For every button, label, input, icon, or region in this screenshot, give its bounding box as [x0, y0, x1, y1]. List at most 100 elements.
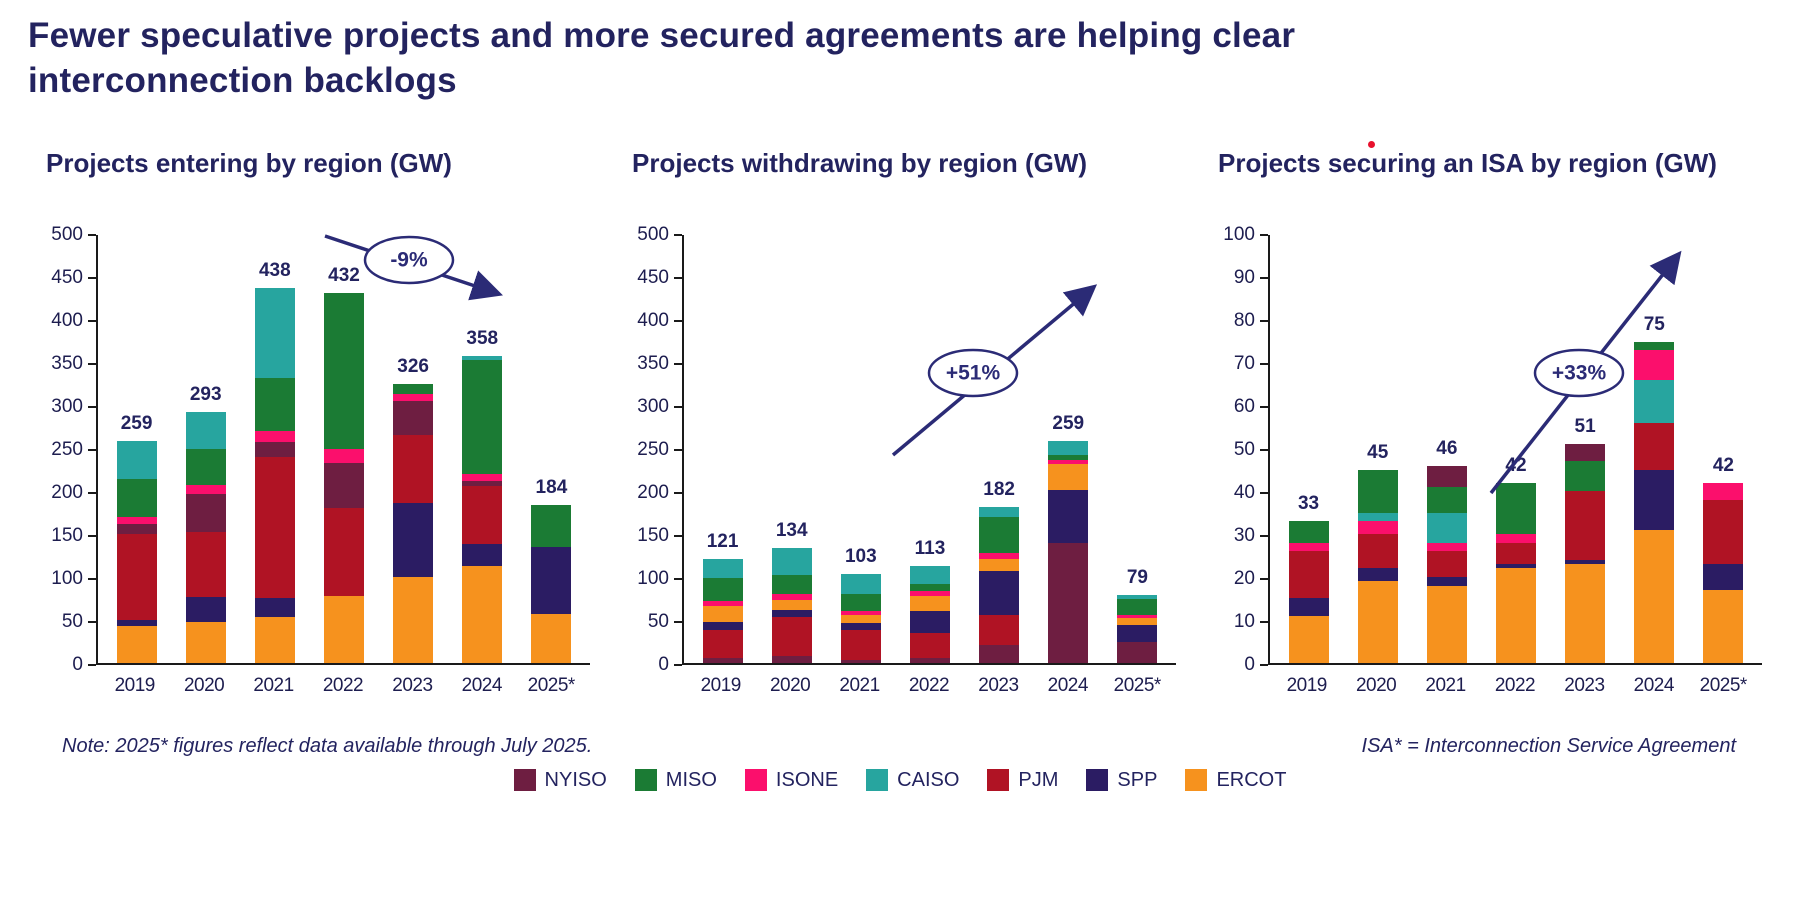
segment-nyiso [185, 493, 226, 533]
y-tick-mark [674, 491, 682, 494]
segment-caiso [185, 411, 226, 450]
bar-2023: 51 [1557, 235, 1613, 663]
segment-spp [702, 621, 743, 631]
y-tick-label: 30 [1233, 524, 1255, 546]
legend-label: SPP [1117, 768, 1158, 791]
segment-spp [1703, 564, 1744, 590]
bar-total-label: 51 [1574, 416, 1596, 438]
stacked-bar: 259 [1048, 413, 1089, 663]
legend-swatch-nyiso [513, 769, 536, 792]
bar-2020: 293 [178, 235, 234, 663]
segment-ercot [254, 617, 295, 663]
y-tick-mark [88, 362, 96, 365]
y-tick-label: 0 [658, 653, 669, 675]
segment-spp [1565, 559, 1606, 565]
segment-ercot [393, 577, 434, 663]
plot-area: 121 134 103 113 182 259 79 +51% [682, 234, 1176, 665]
y-tick-label: 40 [1233, 481, 1255, 503]
x-axis-label: 2021 [1425, 674, 1466, 696]
y-tick: 30 [1234, 525, 1268, 547]
y-tick-label: 100 [637, 567, 669, 589]
segment-miso [323, 292, 364, 450]
plot-area: 259 293 438 432 326 358 184 -9% [96, 234, 590, 665]
segment-caiso [1048, 440, 1089, 456]
bar-total-label: 259 [120, 412, 153, 434]
segment-ercot [840, 614, 881, 624]
bar-total-label: 42 [1712, 454, 1734, 476]
y-tick-label: 50 [61, 610, 83, 632]
y-tick: 250 [637, 439, 682, 461]
y-tick-mark [88, 448, 96, 451]
segment-isone [771, 594, 812, 601]
y-tick-mark [1260, 233, 1268, 236]
x-axis-label: 2019 [114, 674, 156, 696]
segment-pjm [979, 614, 1020, 646]
segment-caiso [909, 565, 950, 584]
plot-column: 33 45 46 42 51 75 42 +33% 2019 2020 2021 2022 2023… [1268, 234, 1762, 697]
segment-ercot [1495, 568, 1536, 663]
stacked-bar: 326 [393, 356, 434, 663]
segment-miso [116, 478, 157, 518]
footnote: Note: 2025* figures reflect data availab… [62, 734, 593, 757]
segment-pjm [254, 457, 295, 599]
segment-spp [254, 598, 295, 618]
bar-2020: 45 [1350, 235, 1406, 663]
y-tick-label: 200 [637, 481, 669, 503]
segment-miso [1565, 461, 1606, 492]
y-tick-label: 150 [637, 524, 669, 546]
segment-nyiso [1048, 542, 1089, 663]
segment-isone [1357, 521, 1398, 535]
y-tick-label: 80 [1233, 309, 1255, 331]
segment-pjm [1703, 499, 1744, 565]
segment-nyiso [840, 660, 881, 663]
segment-spp [1117, 624, 1158, 643]
y-tick: 70 [1234, 353, 1268, 375]
legend-label: CAISO [897, 768, 960, 791]
bar-total-label: 182 [983, 478, 1015, 500]
y-tick-mark [674, 663, 682, 666]
segment-pjm [323, 507, 364, 596]
segment-miso [1288, 521, 1329, 543]
y-tick: 0 [1244, 654, 1268, 676]
segment-caiso [840, 574, 881, 595]
bar-total-label: 438 [258, 259, 291, 281]
chart-projects-entering: Projects entering by region (GW) 0 50 100 1… [38, 148, 590, 697]
legend-item-nyiso: NYISO [513, 768, 607, 792]
chart-title-text: Projects securing an ISA by region (GW) [1218, 147, 1717, 178]
segment-miso [1634, 341, 1675, 351]
segment-ercot [1634, 529, 1675, 663]
bar-2021: 103 [833, 235, 889, 663]
segment-isone [702, 600, 743, 607]
segment-spp [116, 619, 157, 626]
segment-ercot [1426, 585, 1467, 663]
bar-2019: 33 [1281, 235, 1337, 663]
stacked-bar: 438 [254, 260, 295, 663]
y-tick-label: 200 [51, 481, 83, 503]
bar-2022: 113 [902, 235, 958, 663]
x-axis-label: 2019 [700, 674, 742, 696]
y-tick: 500 [51, 224, 96, 246]
x-axis-label: 2019 [1286, 674, 1328, 696]
segment-pjm [116, 534, 157, 620]
y-tick: 450 [51, 267, 96, 289]
bar-total-label: 33 [1297, 493, 1320, 515]
y-axis: 0 50 100 150 200 250 300 350 400 450 500 [624, 224, 682, 675]
y-tick: 100 [637, 568, 682, 590]
segment-pjm [909, 632, 950, 659]
bars-group: 259 293 438 432 326 358 184 [98, 235, 590, 663]
legend-swatch-spp [1086, 769, 1109, 792]
y-tick-mark [674, 233, 682, 236]
stacked-bar: 113 [909, 538, 950, 663]
segment-ercot [323, 595, 364, 663]
y-tick-mark [1260, 362, 1268, 365]
chart-body: 0 50 100 150 200 250 300 350 400 450 500 121 134 103… [624, 224, 1176, 697]
y-axis: 0 10 20 30 40 50 60 70 80 90 100 [1210, 224, 1268, 675]
segment-isone [323, 449, 364, 464]
segment-pjm [771, 617, 812, 656]
y-tick: 20 [1234, 568, 1268, 590]
y-tick-mark [674, 577, 682, 580]
y-tick-label: 400 [51, 309, 83, 331]
segment-miso [702, 577, 743, 601]
legend-label: NYISO [544, 768, 607, 791]
legend-label: MISO [665, 768, 717, 791]
